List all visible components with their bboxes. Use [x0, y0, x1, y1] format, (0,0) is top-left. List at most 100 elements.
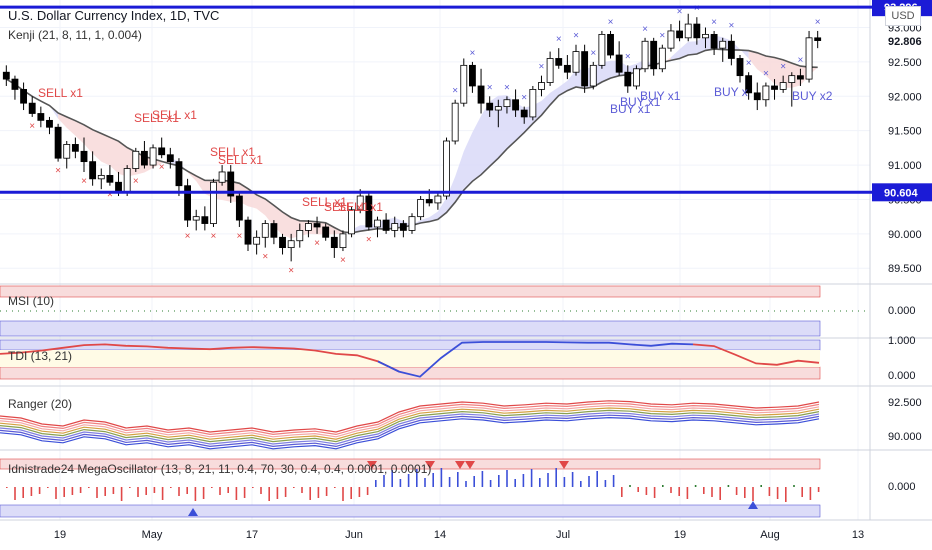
sell-marker: × — [366, 234, 372, 245]
candle-down — [71, 144, 79, 152]
kenji-cloud — [5, 35, 818, 239]
candle-up — [641, 40, 649, 70]
mega-bar — [498, 475, 500, 487]
buy-marker: × — [642, 24, 648, 35]
candle-down — [54, 126, 62, 159]
candle-down — [11, 78, 19, 90]
mega-bar — [744, 487, 746, 498]
mega-bar — [809, 487, 812, 500]
buy-marker: × — [797, 55, 803, 66]
mega-bar — [416, 469, 418, 487]
mega-bar — [506, 470, 508, 487]
kenji-indicator-label[interactable]: Kenji (21, 8, 11, 1, 0.004) — [8, 28, 142, 42]
mega-bar — [694, 485, 697, 487]
candle-up — [460, 64, 468, 104]
candle-down — [814, 37, 822, 41]
mega-bar — [670, 487, 672, 493]
mega-bar — [719, 487, 721, 500]
buy-marker: × — [539, 62, 545, 73]
mega-bar — [612, 475, 615, 487]
sell-marker: × — [133, 176, 139, 187]
candle-down — [615, 54, 623, 73]
mega-bar — [350, 487, 352, 499]
candle-up — [684, 23, 692, 39]
sell-label: SELL x1 — [38, 86, 83, 100]
buy-marker: × — [504, 82, 510, 93]
candle-up — [451, 102, 459, 142]
candle-up — [123, 168, 131, 193]
mega-pane-title[interactable]: Idnistrade24 MegaOscillator (13, 8, 21, … — [8, 462, 432, 476]
candle-down — [89, 161, 97, 180]
sell-label: SELL x1 — [218, 153, 263, 167]
sell-marker: × — [236, 231, 242, 242]
candle-down — [555, 58, 563, 66]
candle-down — [693, 23, 701, 39]
mega-bar — [391, 470, 393, 487]
mega-bar — [178, 487, 180, 496]
candle-up — [253, 236, 261, 245]
mega-bar — [711, 487, 713, 497]
mega-bar — [38, 487, 41, 494]
time-tick-label: 19 — [54, 529, 66, 541]
buy-label: BUY x1 — [640, 89, 681, 103]
time-tick-label: 13 — [852, 529, 864, 541]
mega-bar — [276, 487, 279, 499]
mega-bar — [325, 487, 328, 496]
candle-up — [598, 33, 606, 66]
current-price-label: 92.806 — [888, 36, 922, 48]
support-level-badge: 90.604 — [884, 187, 919, 199]
mega-bar — [104, 487, 106, 496]
currency-badge[interactable]: USD — [885, 6, 921, 26]
mega-bar — [55, 487, 57, 499]
sell-marker: × — [340, 255, 346, 266]
buy-marker: × — [711, 17, 717, 28]
buy-marker: × — [608, 17, 614, 28]
buy-marker: × — [625, 51, 631, 62]
mega-bar — [686, 487, 689, 499]
candle-up — [762, 85, 770, 101]
candle-down — [2, 71, 10, 80]
mega-bar — [120, 487, 123, 501]
mega-bar — [47, 487, 49, 488]
tdi-mid-band — [0, 350, 820, 367]
price-tick-label: 90.000 — [888, 229, 922, 241]
sell-marker: × — [107, 190, 113, 201]
candle-up — [356, 195, 364, 211]
candle-up — [391, 223, 399, 231]
candle-up — [779, 82, 787, 90]
mega-bar — [793, 485, 795, 487]
ranger-line — [0, 400, 820, 433]
buy-label: BUY x — [714, 85, 748, 99]
mega-bar — [580, 481, 582, 487]
msi-pane-title[interactable]: MSI (10) — [8, 294, 55, 308]
mega-bar — [432, 473, 434, 487]
ranger-pane-title[interactable]: Ranger (20) — [8, 397, 73, 411]
mega-bar — [637, 487, 639, 492]
sell-label: SELL x1 — [152, 108, 197, 122]
buy-marker: × — [556, 34, 562, 45]
mega-bar — [317, 487, 320, 498]
mega-bar — [260, 487, 262, 494]
mega-bar — [293, 487, 295, 488]
tdi-lower-band — [0, 366, 821, 380]
time-tick-label: 19 — [674, 529, 686, 541]
grid — [0, 0, 932, 521]
mega-bar — [596, 471, 598, 487]
time-tick-label: 14 — [434, 529, 446, 541]
candle-up — [149, 147, 157, 166]
candle-down — [512, 99, 520, 111]
mega-bar — [383, 475, 385, 487]
sell-label: SELL x1 — [134, 111, 179, 125]
candle-down — [80, 150, 88, 163]
mega-bar — [243, 487, 246, 498]
candle-down — [581, 51, 589, 87]
mega-bar — [547, 473, 549, 487]
mega-bar — [96, 487, 98, 498]
candle-down — [227, 171, 235, 197]
candle-down — [20, 89, 27, 104]
mega-bar — [424, 478, 426, 487]
candle-down — [399, 223, 407, 231]
tdi-pane-title[interactable]: TDI (13, 21) — [8, 349, 73, 363]
mega-bar — [522, 474, 525, 487]
